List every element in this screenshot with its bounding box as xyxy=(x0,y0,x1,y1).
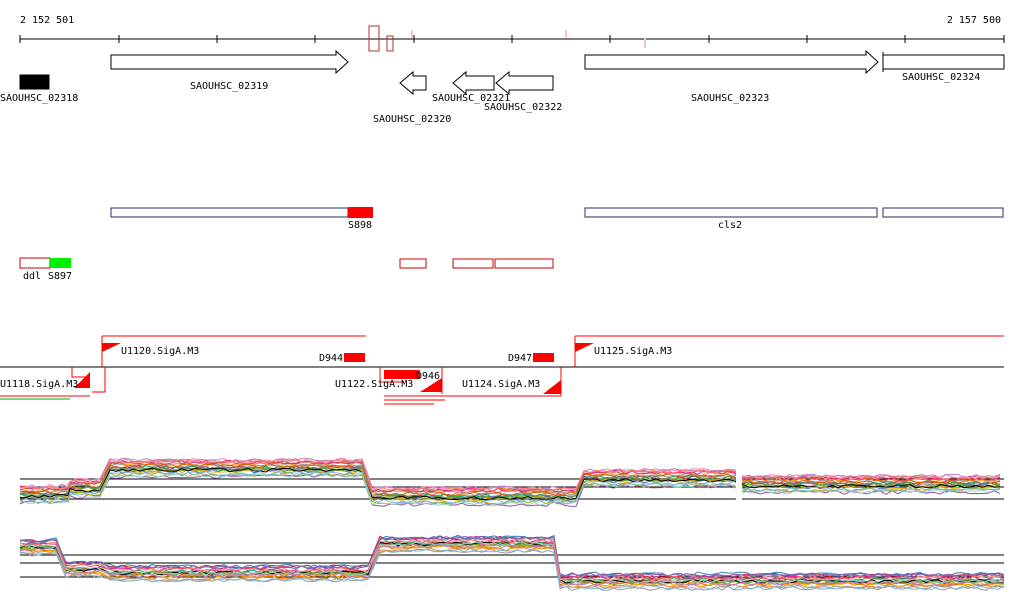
coord-end-label: 2 157 500 xyxy=(947,15,1001,26)
expression-trace xyxy=(19,458,1001,492)
expression-trace xyxy=(19,470,1001,504)
feature-label-s897: S897 xyxy=(48,271,72,282)
expression-trace xyxy=(19,548,1005,591)
operon-label-cls2: cls2 xyxy=(718,220,742,231)
terminator-d947-block[interactable] xyxy=(533,353,554,362)
gene-saouhsc-02318-box[interactable] xyxy=(19,74,50,90)
operon-track: S898 cls2 xyxy=(110,207,1004,231)
gene-saouhsc-02324-box[interactable] xyxy=(882,54,1005,70)
gene-saouhsc-02319-arrow[interactable] xyxy=(110,49,349,75)
gene-label-saouhsc-02319: SAOUHSC_02319 xyxy=(190,81,268,92)
expression-panel-upper xyxy=(19,457,1004,507)
promoter-label-u1125: U1125.SigA.M3 xyxy=(594,346,672,357)
regulatory-track: U1120.SigA.M3 U1125.SigA.M3 U1124.SigA.M… xyxy=(0,335,1004,405)
expression-trace xyxy=(19,541,1005,584)
gene-labels: SAOUHSC_02318 SAOUHSC_02319 SAOUHSC_0232… xyxy=(0,72,980,125)
gene-saouhsc-02321-arrow[interactable] xyxy=(452,70,495,96)
feature-s897-block[interactable] xyxy=(50,258,71,268)
gene-label-saouhsc-02322: SAOUHSC_02322 xyxy=(484,102,562,113)
terminator-d944-block[interactable] xyxy=(344,353,365,362)
gene-label-saouhsc-02324: SAOUHSC_02324 xyxy=(902,72,980,83)
gene-label-saouhsc-02318: SAOUHSC_02318 xyxy=(0,93,78,104)
promoter-u1125-flag[interactable] xyxy=(575,343,594,352)
gene-label-saouhsc-02321: SAOUHSC_02321 xyxy=(432,93,510,104)
operon-cls2-bar[interactable] xyxy=(584,207,878,218)
expression-trace xyxy=(19,463,1001,497)
gene-saouhsc-02320-arrow[interactable] xyxy=(399,70,427,96)
gene-saouhsc-02323-arrow[interactable] xyxy=(584,49,879,75)
coordinate-ruler: 2 152 501 2 157 500 xyxy=(19,15,1005,52)
promoter-label-u1120: U1120.SigA.M3 xyxy=(121,346,199,357)
feature-ddl-box[interactable] xyxy=(19,257,51,269)
expression-trace xyxy=(19,472,1001,506)
promoter-label-u1124: U1124.SigA.M3 xyxy=(462,379,540,390)
operon-label-s898: S898 xyxy=(348,220,372,231)
terminator-label-d946: D946 xyxy=(416,371,440,382)
operon-s898-block[interactable] xyxy=(348,207,373,218)
gene-label-saouhsc-02320: SAOUHSC_02320 xyxy=(373,114,451,125)
terminator-d946-block[interactable] xyxy=(384,370,420,379)
expression-trace xyxy=(19,538,1005,581)
promoter-u1124-flag[interactable] xyxy=(543,380,561,394)
expression-panel-lower xyxy=(19,534,1005,591)
gene-label-saouhsc-02323: SAOUHSC_02323 xyxy=(691,93,769,104)
terminator-label-d947: D947 xyxy=(508,353,532,364)
feature-box-2[interactable] xyxy=(452,258,494,269)
coord-start-label: 2 152 501 xyxy=(20,15,74,26)
operon-bar-right[interactable] xyxy=(882,207,1004,218)
promoter-label-u1118: U1118.SigA.M3 xyxy=(0,379,78,390)
expression-trace xyxy=(19,466,1001,500)
terminator-label-d944: D944 xyxy=(319,353,343,364)
feature-box-3[interactable] xyxy=(494,258,554,269)
expression-trace xyxy=(19,542,1005,585)
expression-trace xyxy=(19,544,1005,587)
promoter-u1120-flag[interactable] xyxy=(102,343,121,352)
expression-traces-lower xyxy=(19,534,1005,591)
expression-traces-upper xyxy=(19,457,1001,507)
feature-box-1[interactable] xyxy=(399,258,427,269)
ruler-marks xyxy=(368,25,646,52)
operon-bar-left[interactable] xyxy=(110,207,349,218)
feature-label-ddl: ddl xyxy=(23,271,41,282)
feature-track: ddl S897 xyxy=(19,257,554,282)
gene-track xyxy=(19,49,1005,96)
expression-trace xyxy=(19,543,1005,586)
gene-saouhsc-02322-arrow[interactable] xyxy=(495,70,554,96)
promoter-label-u1122: U1122.SigA.M3 xyxy=(335,379,413,390)
ruler-ticks xyxy=(19,35,1005,43)
